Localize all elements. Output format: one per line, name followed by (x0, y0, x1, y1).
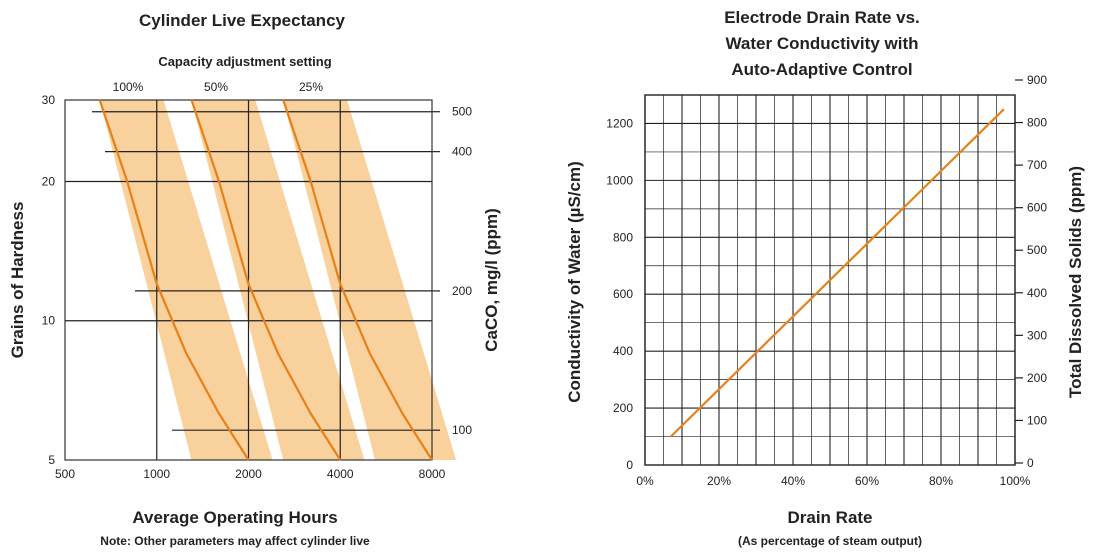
top-axis-label: 50% (204, 80, 228, 94)
y-right-tick-label: 700 (1027, 158, 1047, 172)
series-line-100pct (98, 99, 250, 461)
y-tick-label: 400 (613, 344, 633, 358)
tick-labels: 500 400 200 100 500 1000 2000 4000 8000 5 10 20 30 10… (42, 80, 473, 481)
chart-drain-rate: Electrode Drain Rate vs. Water Conductiv… (565, 8, 1085, 548)
y-tick-label: 1200 (606, 116, 633, 130)
y-tick-label: 0 (626, 458, 633, 472)
x-tick-label: 1000 (143, 467, 170, 481)
y-right-axis-title: CaCO, mg/l (ppm) (482, 208, 501, 352)
series-lines (98, 99, 433, 461)
band-3 (283, 100, 457, 460)
chart-title: Cylinder Live Expectancy (139, 11, 346, 30)
y-axis-title: Conductivity of Water (µS/cm) (565, 161, 584, 403)
y-right-tick-label: 200 (452, 284, 472, 298)
y-right-tick-label: 600 (1027, 201, 1047, 215)
y-right-tick-label: 100 (1027, 413, 1047, 427)
y-tick-label: 1000 (606, 173, 633, 187)
tolerance-bands (99, 100, 457, 460)
x-tick-label: 80% (929, 474, 953, 488)
y-tick-label: 800 (613, 230, 633, 244)
y-right-tick-label: 900 (1027, 73, 1047, 87)
top-axis-label: 25% (299, 80, 323, 94)
x-tick-label: 4000 (327, 467, 354, 481)
chart-title-line-3: Auto-Adaptive Control (731, 60, 912, 79)
x-tick-label: 60% (855, 474, 879, 488)
series-line-50pct (190, 99, 342, 461)
y-right-tick-label: 500 (452, 105, 472, 119)
top-axis-label: 100% (113, 80, 144, 94)
series-line-25pct (282, 99, 433, 461)
y-right-tick-label: 800 (1027, 116, 1047, 130)
chart-title-line-1: Electrode Drain Rate vs. (724, 8, 920, 27)
x-tick-label: 40% (781, 474, 805, 488)
y-tick-label: 20 (42, 174, 56, 188)
y-axis-title: Grains of Hardness (8, 202, 27, 359)
series-lines (670, 108, 1005, 438)
x-tick-label: 0% (636, 474, 654, 488)
y-right-tick-label: 400 (452, 145, 472, 159)
x-tick-label: 20% (707, 474, 731, 488)
x-tick-label: 8000 (419, 467, 446, 481)
chart-title-line-2: Water Conductivity with (726, 34, 919, 53)
x-axis-title: Average Operating Hours (132, 508, 337, 527)
series-line (670, 108, 1005, 438)
y-right-tick-label: 200 (1027, 371, 1047, 385)
band-1 (99, 100, 273, 460)
y-right-tick-label: 0 (1027, 456, 1034, 470)
chart-cylinder-life: Cylinder Live Expectancy Capacity adjust… (8, 11, 501, 548)
y-right-tick-label: 100 (452, 423, 472, 437)
x-tick-label: 2000 (235, 467, 262, 481)
y-right-axis-title: Total Dissolved Solids (ppm) (1066, 166, 1085, 398)
x-tick-label: 500 (55, 467, 75, 481)
plot-frame (644, 94, 1016, 466)
y-right-tick-label: 300 (1027, 328, 1047, 342)
top-axis-title: Capacity adjustment setting (158, 54, 331, 69)
y-tick-label: 200 (613, 401, 633, 415)
tick-labels: 0 100 200 300 400 500 600 700 800 900 0% 20% 40% 60% 8… (606, 73, 1047, 488)
y-right-tick-label: 500 (1027, 243, 1047, 257)
y-tick-label: 10 (42, 314, 56, 328)
y-tick-label: 600 (613, 287, 633, 301)
x-axis-note: (As percentage of steam output) (738, 534, 922, 548)
y-tick-label: 5 (48, 453, 55, 467)
chart-note: Note: Other parameters may affect cylind… (100, 534, 370, 548)
band-2 (191, 100, 365, 460)
x-axis-title: Drain Rate (787, 508, 872, 527)
x-tick-label: 100% (1000, 474, 1031, 488)
y-right-tick-label: 400 (1027, 286, 1047, 300)
y-tick-label: 30 (42, 93, 56, 107)
